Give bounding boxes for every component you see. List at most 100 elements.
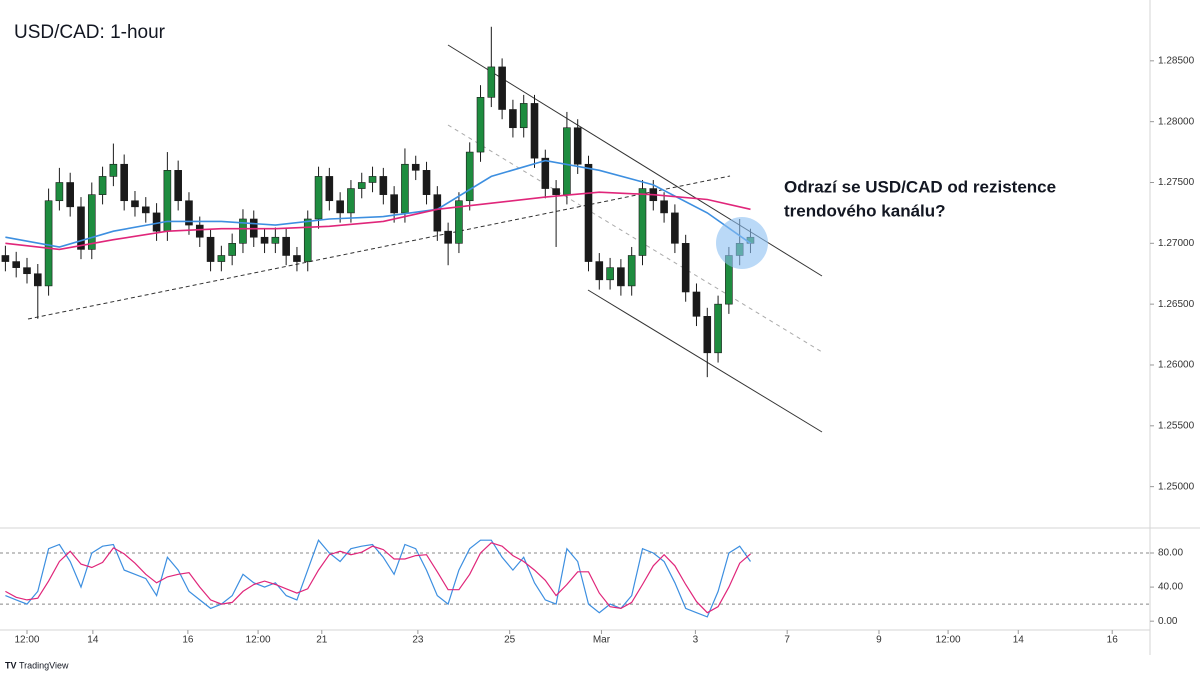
candle-body — [347, 188, 355, 214]
candle-body — [260, 236, 269, 244]
candle-body — [109, 163, 118, 177]
candle-body — [606, 267, 614, 281]
plot: 1.25000 1.25500 1.26000 1.26500 1.27000 1.275… — [0, 26, 1195, 646]
annotation: trendového kanálu? — [784, 201, 946, 220]
candle-body — [228, 243, 236, 256]
candle-body — [476, 97, 485, 153]
candle-body — [692, 291, 701, 317]
osc-y-tick-label: 0.00 — [1158, 616, 1178, 627]
candle-body — [638, 188, 647, 256]
candle-body — [455, 200, 463, 244]
osc-y-tick-label: 80.00 — [1158, 548, 1183, 559]
candle-body — [703, 316, 712, 354]
candle-body — [714, 303, 722, 354]
candle-body — [87, 194, 96, 250]
candle-body — [390, 194, 398, 214]
x-tick-label: 12:00 — [14, 635, 39, 646]
x-tick-label: 12:00 — [936, 635, 961, 646]
candle-body — [519, 103, 528, 129]
candle-body — [23, 267, 31, 275]
brand-logo: TV — [5, 660, 17, 670]
candle-body — [282, 236, 290, 256]
candle-body — [433, 194, 442, 232]
candle-body — [498, 66, 506, 110]
candle-body — [627, 255, 636, 287]
candle-body — [303, 218, 312, 262]
candle-body — [368, 176, 377, 183]
chart-title: USD/CAD: 1-hour — [14, 22, 166, 43]
candle-body — [411, 163, 420, 171]
candle-body — [206, 236, 215, 262]
candle-body — [77, 206, 85, 250]
y-tick-label: 1.25000 — [1158, 481, 1195, 492]
candle-body — [681, 243, 690, 293]
candle-body — [152, 212, 161, 232]
candle-body — [336, 200, 344, 214]
x-tick-label: 7 — [784, 635, 790, 646]
candle-body — [552, 188, 560, 195]
candle-body — [563, 127, 571, 195]
candle-body — [66, 182, 74, 208]
candle-body — [325, 176, 334, 202]
candle-body — [401, 163, 409, 214]
candle-body — [174, 170, 182, 202]
candle-body — [530, 103, 539, 159]
y-tick-label: 1.27000 — [1158, 238, 1195, 249]
candle-body — [44, 200, 53, 287]
y-tick-label: 1.26500 — [1158, 299, 1195, 310]
oscillator-line — [5, 542, 751, 614]
y-tick-label: 1.26000 — [1158, 360, 1195, 371]
candle-body — [541, 157, 550, 189]
y-tick-label: 1.28500 — [1158, 55, 1195, 66]
oscillator-line — [5, 539, 751, 618]
y-tick-label: 1.27500 — [1158, 177, 1195, 188]
y-tick-label: 1.25500 — [1158, 420, 1195, 431]
candle-body — [465, 151, 474, 202]
candle-body — [239, 218, 247, 244]
candle-body — [660, 200, 668, 214]
y-tick-label: 1.28000 — [1158, 116, 1195, 127]
x-tick-label: 12:00 — [246, 635, 271, 646]
x-tick-label: 3 — [693, 635, 699, 646]
x-tick-label: 14 — [87, 635, 99, 646]
candle-body — [33, 273, 42, 287]
candle-body — [12, 261, 20, 268]
osc-y-tick-label: 40.00 — [1158, 582, 1183, 593]
candle-body — [671, 212, 679, 244]
x-tick-label: 16 — [182, 635, 194, 646]
annotation: Odrazí se USD/CAD od rezistence — [784, 177, 1056, 196]
candle-body — [120, 163, 128, 202]
x-tick-label: 21 — [316, 635, 328, 646]
candle-body — [217, 255, 226, 262]
candle-body — [141, 206, 150, 214]
candle-body — [357, 182, 366, 189]
candle-body — [422, 170, 431, 195]
moving-average — [5, 159, 751, 248]
candle-body — [1, 255, 10, 262]
candle-body — [271, 236, 280, 244]
x-tick-label: 16 — [1107, 635, 1119, 646]
channel-lower — [587, 289, 823, 433]
candle-body — [55, 182, 64, 202]
candle-body — [509, 109, 517, 129]
x-tick-label: 9 — [876, 635, 882, 646]
candle-body — [487, 66, 496, 98]
candle-body — [195, 224, 204, 238]
candle-body — [595, 261, 604, 281]
x-tick-label: 25 — [504, 635, 516, 646]
candle-body — [444, 230, 452, 244]
channel-mid — [447, 124, 823, 353]
branding: TradingView — [19, 660, 69, 670]
support-line — [27, 175, 731, 320]
candle-body — [293, 255, 301, 262]
candle-body — [185, 200, 193, 226]
candle-body — [131, 200, 139, 208]
candle-body — [379, 176, 388, 195]
candle-body — [617, 267, 625, 287]
x-tick-label: 23 — [412, 635, 424, 646]
moving-average — [5, 191, 751, 251]
candle-body — [573, 127, 582, 165]
candle-body — [584, 163, 593, 262]
